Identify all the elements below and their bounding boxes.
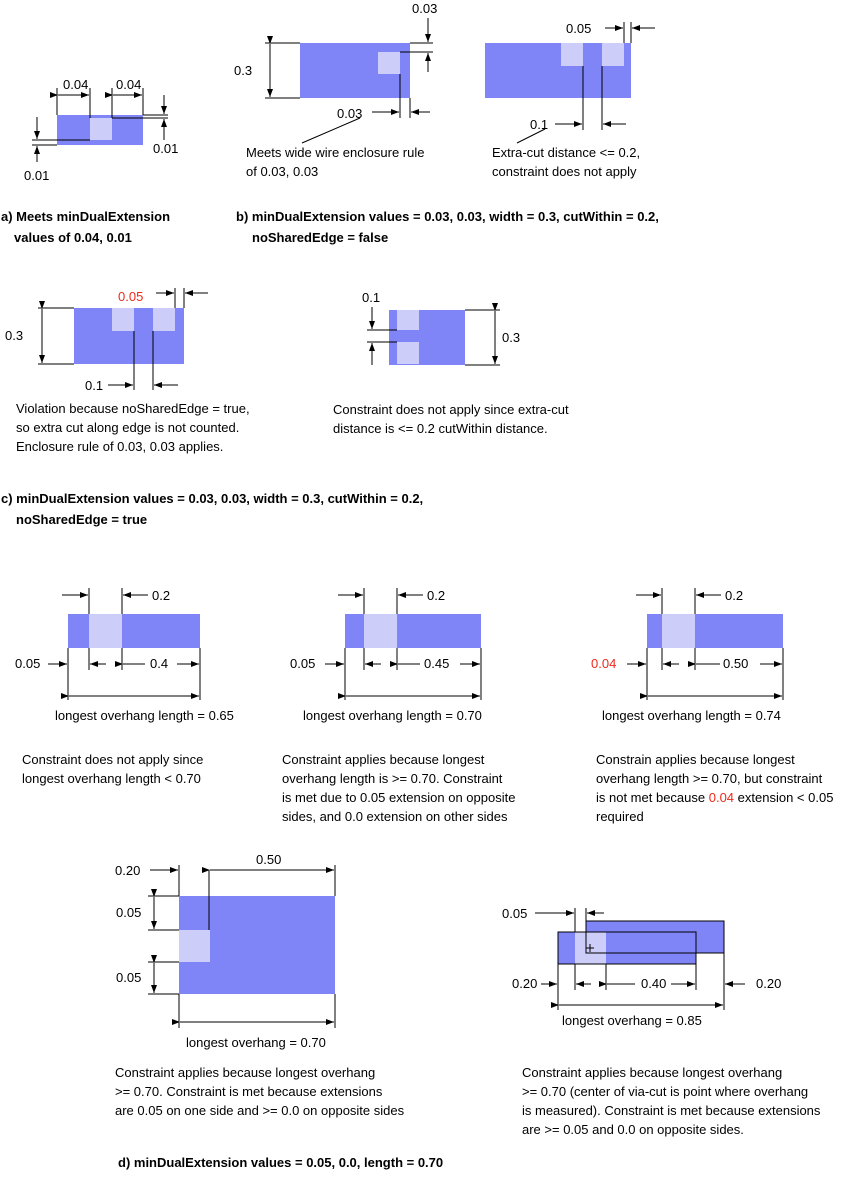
dim-bottom-label: 0.01 bbox=[24, 168, 49, 183]
dim-right-label: 0.45 bbox=[424, 656, 449, 671]
note-c2-line1: Constraint does not apply since extra-cu… bbox=[333, 402, 569, 417]
dim-top-label: 0.50 bbox=[256, 852, 281, 867]
note-d2-line3: is met due to 0.05 extension on opposite bbox=[282, 790, 515, 805]
note-d3-line4: required bbox=[596, 809, 644, 824]
overhang-d5: longest overhang = 0.85 bbox=[562, 1013, 702, 1028]
dim-right-label: 0.04 bbox=[116, 77, 141, 92]
dim-height-label: 0.3 bbox=[234, 63, 252, 78]
figure-c1: 0.05 0.3 0.1 Violation because noSharedE… bbox=[5, 288, 250, 454]
figure-d3: 0.2 0.04 0.50 longest overhang length = … bbox=[591, 588, 833, 824]
figure-d4: 0.50 0.20 0.05 0.05 longest overhang = 0… bbox=[115, 852, 405, 1118]
via-cut bbox=[364, 614, 397, 648]
note-b2-line2: constraint does not apply bbox=[492, 164, 637, 179]
via-cut-2 bbox=[602, 43, 624, 66]
dim-ext-bottom-label: 0.05 bbox=[116, 970, 141, 985]
via-cut-2 bbox=[397, 342, 419, 364]
via-cut bbox=[662, 614, 695, 648]
note-d2-line4: sides, and 0.0 extension on other sides bbox=[282, 809, 508, 824]
dim-right-label: 0.50 bbox=[723, 656, 748, 671]
note-d3-line3-red: 0.04 bbox=[709, 790, 734, 805]
dim-cut-label: 0.2 bbox=[427, 588, 445, 603]
note-d4-line3: are 0.05 on one side and >= 0.0 on oppos… bbox=[115, 1103, 405, 1118]
metal-wire-upper bbox=[586, 921, 724, 953]
note-c1-line1: Violation because noSharedEdge = true, bbox=[16, 401, 250, 416]
dim-left-label: 0.05 bbox=[15, 656, 40, 671]
caption-b-line2: noSharedEdge = false bbox=[252, 230, 388, 245]
dim-side-label: 0.03 bbox=[337, 106, 362, 121]
dim-mid-label: 0.40 bbox=[641, 976, 666, 991]
dim-cut-label: 0.2 bbox=[152, 588, 170, 603]
note-d3-line3-start: is not met because bbox=[596, 790, 709, 805]
dim-ext-top-label: 0.05 bbox=[116, 905, 141, 920]
note-d3-line1: Constrain applies because longest bbox=[596, 752, 795, 767]
via-cut-1 bbox=[561, 43, 583, 66]
note-d1-line2: longest overhang length < 0.70 bbox=[22, 771, 201, 786]
note-c2-line2: distance is <= 0.2 cutWithin distance. bbox=[333, 421, 548, 436]
caption-a-line1: a) Meets minDualExtension bbox=[1, 209, 170, 224]
dim-left-label: 0.04 bbox=[591, 656, 616, 671]
dim-right-label: 0.4 bbox=[150, 656, 168, 671]
note-c1-line3: Enclosure rule of 0.03, 0.03 applies. bbox=[16, 439, 223, 454]
figure-b1: 0.3 0.03 0.03 Meets wide wire enclosure … bbox=[234, 1, 437, 179]
dim-left-label: 0.20 bbox=[115, 863, 140, 878]
note-b1-line2: of 0.03, 0.03 bbox=[246, 164, 318, 179]
metal-wire bbox=[68, 614, 200, 648]
note-b1-line1: Meets wide wire enclosure rule bbox=[246, 145, 424, 160]
caption-c-line2: noSharedEdge = true bbox=[16, 512, 147, 527]
note-d2-line2: overhang length is >= 0.70. Constraint bbox=[282, 771, 503, 786]
note-d1-line1: Constraint does not apply since bbox=[22, 752, 203, 767]
dim-height-label: 0.3 bbox=[502, 330, 520, 345]
figure-b2: 0.05 0.1 Extra-cut distance <= 0.2, cons… bbox=[485, 21, 655, 179]
caption-c-line1: c) minDualExtension values = 0.03, 0.03,… bbox=[1, 491, 423, 506]
note-b2-line1: Extra-cut distance <= 0.2, bbox=[492, 145, 640, 160]
via-cut bbox=[378, 52, 400, 74]
caption-a-line2: values of 0.04, 0.01 bbox=[14, 230, 132, 245]
dim-gap-label: 0.1 bbox=[530, 117, 548, 132]
figure-d2: 0.2 0.05 0.45 longest overhang length = … bbox=[282, 588, 515, 824]
dim-left-label: 0.05 bbox=[290, 656, 315, 671]
via-cut-2 bbox=[153, 308, 175, 331]
dim-top-label: 0.01 bbox=[153, 141, 178, 156]
note-d5-line4: are >= 0.05 and 0.0 on opposite sides. bbox=[522, 1122, 744, 1137]
caption-d: d) minDualExtension values = 0.05, 0.0, … bbox=[118, 1155, 443, 1170]
figure-a: 0.04 0.04 0.01 0.01 bbox=[24, 77, 178, 183]
dim-left-label: 0.20 bbox=[512, 976, 537, 991]
via-cut-1 bbox=[112, 308, 134, 331]
dim-edge-label: 0.05 bbox=[566, 21, 591, 36]
dim-left-label: 0.04 bbox=[63, 77, 88, 92]
dim-cut-label: 0.2 bbox=[725, 588, 743, 603]
note-d5-line1: Constraint applies because longest overh… bbox=[522, 1065, 782, 1080]
figure-c2: 0.1 0.3 Constraint does not apply since … bbox=[333, 290, 569, 436]
dim-gap-label: 0.1 bbox=[362, 290, 380, 305]
overhang-d3: longest overhang length = 0.74 bbox=[602, 708, 781, 723]
note-c1-line2: so extra cut along edge is not counted. bbox=[16, 420, 239, 435]
via-cut bbox=[90, 118, 112, 140]
note-d4-line2: >= 0.70. Constraint is met because exten… bbox=[115, 1084, 383, 1099]
overhang-d1: longest overhang length = 0.65 bbox=[55, 708, 234, 723]
note-d5-line2: >= 0.70 (center of via-cut is point wher… bbox=[522, 1084, 808, 1099]
figure-d1: 0.2 0.05 0.4 longest overhang length = 0… bbox=[15, 588, 234, 786]
note-d5-line3: is measured). Constraint is met because … bbox=[522, 1103, 821, 1118]
note-d2-line1: Constraint applies because longest bbox=[282, 752, 485, 767]
dim-edge-label: 0.05 bbox=[118, 289, 143, 304]
overhang-d4: longest overhang = 0.70 bbox=[186, 1035, 326, 1050]
overhang-d2: longest overhang length = 0.70 bbox=[303, 708, 482, 723]
dim-height-label: 0.3 bbox=[5, 328, 23, 343]
via-cut-1 bbox=[397, 310, 419, 330]
caption-b-line1: b) minDualExtension values = 0.03, 0.03,… bbox=[236, 209, 659, 224]
note-d3-line2: overhang length >= 0.70, but constraint bbox=[596, 771, 823, 786]
dim-right-label: 0.20 bbox=[756, 976, 781, 991]
dim-top-label: 0.03 bbox=[412, 1, 437, 16]
note-d3-line3-end: extension < 0.05 bbox=[734, 790, 833, 805]
dim-gap-label: 0.1 bbox=[85, 378, 103, 393]
note-d4-line1: Constraint applies because longest overh… bbox=[115, 1065, 375, 1080]
via-cut bbox=[179, 930, 210, 962]
figure-d5: 0.05 0.20 0.40 0.20 longest overhang = 0… bbox=[502, 906, 821, 1137]
via-cut bbox=[89, 614, 122, 648]
dim-top-label: 0.05 bbox=[502, 906, 527, 921]
note-d3-line3: is not met because 0.04 extension < 0.05 bbox=[596, 790, 833, 805]
